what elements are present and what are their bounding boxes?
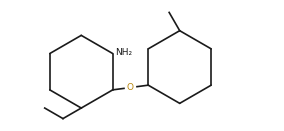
Text: O: O	[127, 83, 134, 92]
Text: NH₂: NH₂	[116, 48, 133, 57]
